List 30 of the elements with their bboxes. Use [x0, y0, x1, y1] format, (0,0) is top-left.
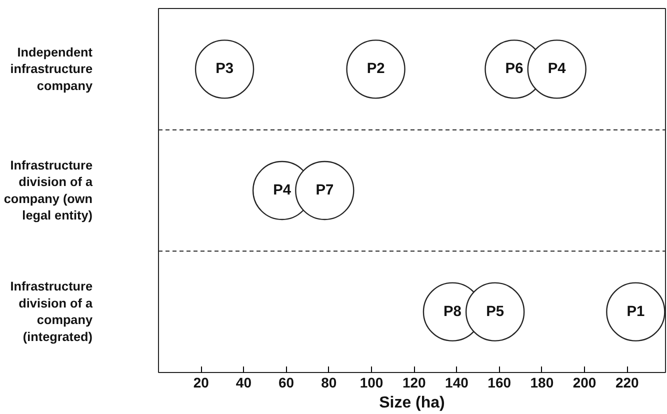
point	[295, 160, 354, 220]
point	[194, 40, 254, 99]
point	[465, 282, 525, 342]
x-tick-label: 80	[321, 374, 337, 390]
y-tick-label: Independent infrastructure company	[10, 45, 94, 93]
x-tick-label: 20	[193, 374, 210, 390]
annotation: P3	[216, 61, 234, 78]
annotation: P2	[366, 61, 385, 78]
annotation: P7	[316, 182, 334, 198]
annotation: P4	[548, 61, 567, 78]
annotation: P6	[505, 61, 524, 78]
x-tick-label: 40	[236, 374, 252, 390]
x-tick-label: 60	[278, 374, 294, 390]
x-axis-title: Size (ha)	[379, 394, 445, 412]
annotation: P5	[486, 304, 504, 320]
x-tick-label: 120	[402, 374, 426, 390]
x-tick-label: 100	[360, 374, 384, 390]
y-tick-label: Infrastructure division of a company (integrated)	[10, 280, 94, 344]
x-tick-label: 180	[530, 374, 554, 390]
x-tick-label: 160	[488, 374, 512, 390]
point	[527, 40, 586, 99]
point	[606, 282, 666, 342]
point	[346, 40, 406, 99]
x-tick-label: 220	[615, 374, 640, 390]
annotation: P4	[273, 182, 292, 198]
annotation: P1	[626, 304, 645, 320]
x-tick-label: 200	[572, 374, 596, 390]
y-tick-label: Infrastructure division of a company (own legal entity)	[4, 158, 94, 223]
annotation: P8	[444, 304, 462, 320]
x-tick-label: 140	[445, 374, 469, 390]
